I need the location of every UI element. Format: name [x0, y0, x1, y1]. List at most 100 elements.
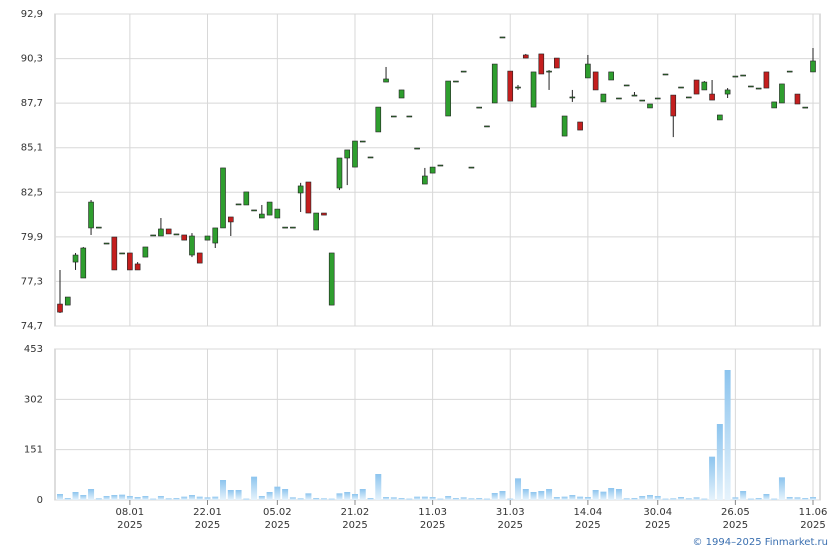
volume-bar — [429, 497, 436, 500]
volume-bar — [646, 495, 653, 500]
candle-body — [181, 234, 188, 241]
candle-body — [313, 212, 319, 231]
candle-body — [274, 208, 281, 219]
volume-bar — [755, 498, 762, 500]
candle-body — [717, 114, 723, 121]
volume-bar — [351, 494, 358, 500]
volume-bar — [367, 498, 374, 500]
y-tick-label: 85,1 — [21, 143, 43, 154]
volume-bar — [709, 456, 716, 500]
candle-body — [212, 227, 219, 244]
volume-bar — [406, 498, 413, 500]
volume-bar — [452, 498, 459, 500]
candle-body — [670, 94, 677, 117]
volume-bar — [810, 497, 816, 500]
volume-bar — [375, 474, 382, 500]
x-tick-year: 2025 — [723, 520, 748, 531]
y-tick-label: 87,7 — [21, 98, 43, 109]
candle-body — [771, 101, 777, 109]
volume-bar — [421, 496, 428, 500]
candle-body — [491, 63, 498, 104]
candle-body — [546, 70, 552, 73]
candle-body — [748, 85, 754, 88]
candle-body — [72, 254, 79, 263]
candle-body — [600, 93, 607, 103]
candle-body — [414, 147, 420, 150]
candle-body — [530, 71, 537, 108]
candle-body — [259, 213, 265, 219]
volume-bar — [119, 494, 126, 500]
volume-bar — [499, 491, 506, 500]
volume-bar — [740, 491, 747, 500]
candle-body — [352, 140, 358, 168]
volume-bar — [165, 498, 172, 500]
candle-body — [336, 157, 343, 189]
volume-bar — [282, 489, 289, 500]
copyright[interactable]: © 1994–2025 Finmarket.ru — [692, 537, 828, 548]
candle-body — [173, 233, 180, 236]
candle-body — [359, 140, 366, 143]
candle-body — [235, 203, 242, 206]
y-tick-label: 77,3 — [21, 276, 43, 287]
candle-body — [732, 75, 739, 78]
volume-bar — [724, 370, 731, 500]
x-tick-year: 2025 — [420, 520, 445, 531]
x-tick-year: 2025 — [117, 520, 142, 531]
volume-bar — [747, 498, 754, 500]
candle-body — [344, 149, 351, 159]
candle-body — [150, 234, 156, 237]
candle-body — [802, 106, 809, 109]
volume-bar — [530, 492, 537, 500]
y-tick-label: 79,9 — [21, 232, 43, 243]
volume-bar — [662, 498, 669, 500]
candle-body — [127, 252, 133, 271]
candle-body — [297, 185, 304, 194]
candle-body — [453, 80, 459, 83]
volume-bar — [305, 493, 312, 500]
candle-body — [422, 175, 428, 185]
volume-bar — [188, 495, 195, 500]
volume-bar — [592, 490, 599, 500]
volume-bar — [507, 498, 514, 500]
volume-bar — [243, 498, 250, 500]
volume-bar — [157, 496, 164, 500]
x-tick-year: 2025 — [195, 520, 220, 531]
candle-body — [64, 296, 71, 306]
y-tick-label: 82,5 — [21, 187, 43, 198]
x-tick-year: 2025 — [498, 520, 523, 531]
candle-body — [227, 216, 234, 223]
candle-body — [701, 81, 708, 91]
volume-bar — [778, 477, 785, 500]
volume-bar — [468, 498, 475, 500]
candle-body — [445, 80, 451, 117]
candle-body — [220, 167, 226, 229]
volume-tick-label: 151 — [24, 445, 43, 456]
volume-bar — [227, 490, 234, 500]
candle-body — [158, 228, 164, 237]
candle-body — [763, 71, 770, 89]
volume-bar — [763, 494, 770, 500]
candle-body — [429, 166, 436, 174]
candle-body — [693, 79, 700, 95]
candle-body — [391, 115, 397, 118]
y-tick-label: 74,7 — [21, 321, 43, 332]
volume-bar — [142, 496, 149, 500]
volume-bar — [460, 497, 467, 500]
volume-bar — [445, 496, 452, 500]
candle-body — [103, 242, 110, 245]
volume-bar — [111, 495, 118, 500]
candle-body — [383, 78, 389, 83]
volume-bar — [235, 490, 242, 500]
volume-bar — [546, 489, 553, 500]
candle-body — [321, 212, 327, 216]
candle-body — [134, 263, 141, 271]
candle-body — [616, 97, 622, 100]
volume-bar — [437, 498, 444, 500]
candle-body — [196, 252, 203, 264]
volume-bar — [204, 497, 211, 500]
x-tick-label: 08.01 — [116, 507, 145, 518]
candle-body — [142, 246, 149, 258]
volume-bar — [522, 489, 529, 500]
volume-bar — [623, 498, 630, 500]
